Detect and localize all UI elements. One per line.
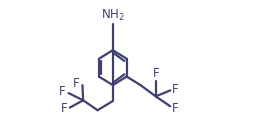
Text: F: F xyxy=(59,85,65,98)
Text: F: F xyxy=(152,67,159,80)
Text: F: F xyxy=(61,102,68,115)
Text: F: F xyxy=(172,83,179,96)
Text: F: F xyxy=(72,77,79,90)
Text: NH$_2$: NH$_2$ xyxy=(101,8,125,23)
Text: F: F xyxy=(172,102,179,115)
